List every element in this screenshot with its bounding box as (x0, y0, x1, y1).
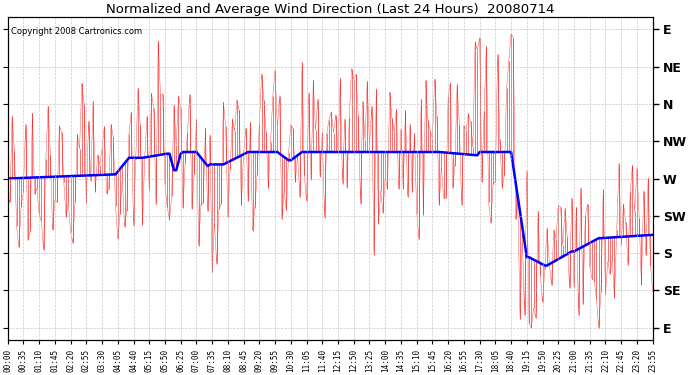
Text: Copyright 2008 Cartronics.com: Copyright 2008 Cartronics.com (11, 27, 142, 36)
Title: Normalized and Average Wind Direction (Last 24 Hours)  20080714: Normalized and Average Wind Direction (L… (106, 3, 554, 16)
